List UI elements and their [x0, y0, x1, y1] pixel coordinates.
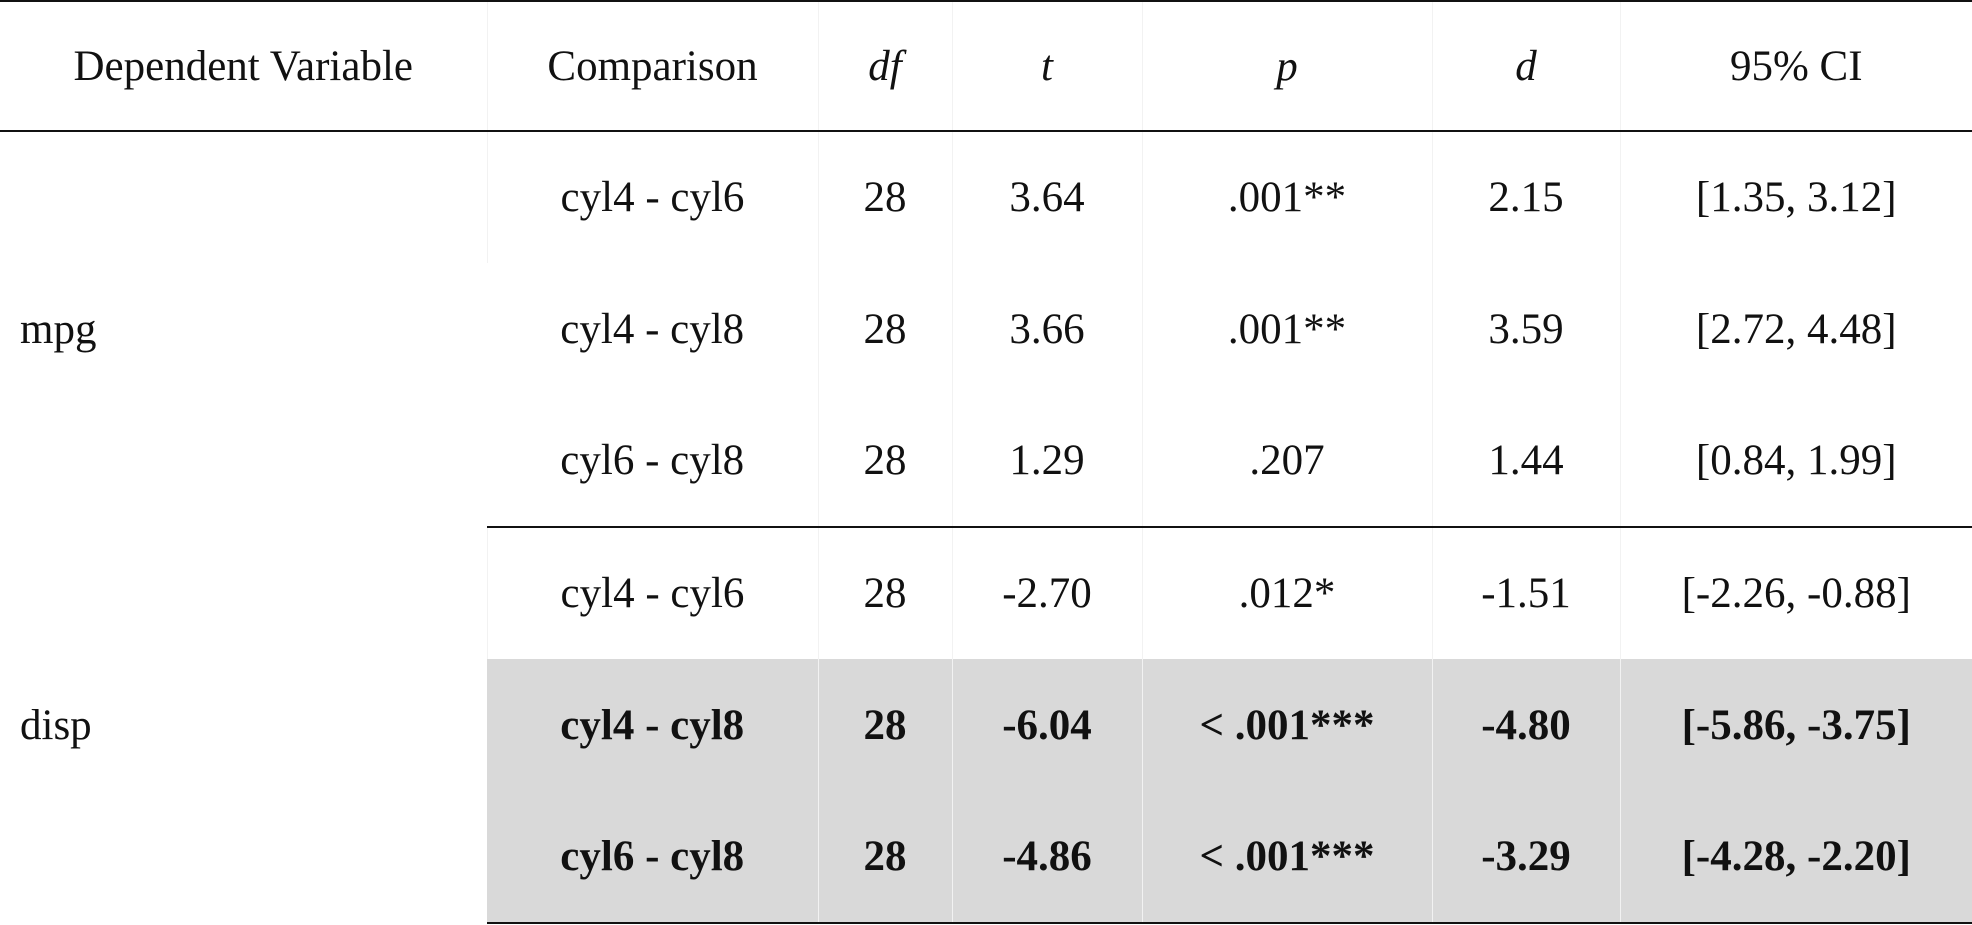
comparison-cell: cyl4 - cyl8 — [560, 305, 745, 353]
header-row: Dependent Variable Comparison df t p d 9… — [0, 0, 1972, 132]
df-cell: 28 — [817, 527, 952, 659]
d-cell: 2.15 — [1431, 131, 1620, 263]
df-cell: 28 — [817, 659, 952, 791]
t-cell: -4.86 — [951, 791, 1142, 924]
comparison-cell: cyl4 - cyl6 — [486, 131, 818, 263]
p-cell: < .001*** — [1141, 791, 1432, 924]
table-row: disp cyl4 - cyl6 28 -2.70.012* -1.51 [-2.26, … — [0, 527, 1972, 749]
ci-cell: [-5.86, -3.75] — [1619, 659, 1972, 791]
t-cell: -6.04 — [951, 659, 1142, 791]
df-cell: 28 — [817, 395, 952, 528]
header-ci: 95% CI — [1619, 0, 1972, 132]
comparison-cell: cyl4 - cyl6 — [486, 527, 818, 659]
t-cell: 3.64 — [951, 131, 1142, 263]
header-dependent-variable: Dependent Variable — [0, 0, 487, 132]
d-cell: -3.29 — [1431, 791, 1620, 924]
ci-cell: [1.35, 3.12] — [1619, 131, 1972, 263]
df-cell: 28 — [817, 791, 952, 924]
t-cell: 3.66 — [951, 263, 1142, 395]
d-cell: 3.59 — [1431, 263, 1620, 395]
p-cell: < .001*** — [1141, 659, 1432, 791]
comparison-cell: cyl4 - cyl8 — [487, 659, 818, 791]
p-cell: .012* — [1141, 527, 1432, 659]
p-cell: .207 — [1141, 395, 1432, 528]
d-cell: 1.44 — [1431, 395, 1620, 528]
header-t: t — [951, 0, 1142, 132]
ci-cell: [0.84, 1.99] — [1619, 395, 1972, 528]
t-cell: -2.70 — [951, 527, 1142, 659]
dependent-variable-cell: mpg — [20, 306, 97, 353]
table-row: cyl6 - cyl8 28 -4.86 < .001*** -3.29 [-4.28, … — [0, 791, 1972, 924]
d-cell: -4.80 — [1431, 659, 1620, 791]
table-row: cyl6 - cyl8 28 1.29.207 1.44 [0.84, 1.99] — [0, 395, 1972, 528]
table-row: cyl4 - cyl8 28 3.66.001** 3.59 [2.72, 4.48] — [0, 263, 1972, 395]
table-row: mpg cyl4 - cyl6 28 3.64.001** 2.15 [1.35, 3.1… — [0, 131, 1972, 353]
header-d: d — [1431, 0, 1620, 132]
table-row: cyl4 - cyl8 28 -6.04 < .001*** -4.80 [-5.86, … — [0, 659, 1972, 791]
p-cell: .001** — [1141, 263, 1432, 395]
df-cell: 28 — [817, 263, 952, 395]
t-cell: 1.29 — [951, 395, 1142, 528]
d-cell: -1.51 — [1431, 527, 1620, 659]
ci-cell: [-2.26, -0.88] — [1619, 527, 1972, 659]
header-p: p — [1141, 0, 1432, 132]
ci-cell: [-4.28, -2.20] — [1619, 791, 1972, 924]
comparison-cell: cyl6 - cyl8 — [487, 791, 818, 924]
df-cell: 28 — [817, 131, 952, 263]
header-comparison: Comparison — [486, 0, 818, 132]
comparison-cell: cyl6 - cyl8 — [487, 395, 818, 528]
ci-cell: [2.72, 4.48] — [1619, 263, 1972, 395]
p-cell: .001** — [1141, 131, 1432, 263]
header-df: df — [817, 0, 952, 132]
dependent-variable-cell: disp — [20, 701, 92, 749]
